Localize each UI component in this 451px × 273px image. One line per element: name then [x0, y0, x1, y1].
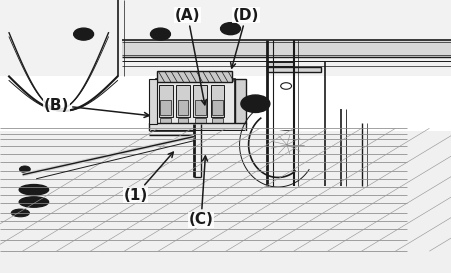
- Bar: [160, 100, 171, 115]
- Bar: [193, 85, 207, 117]
- Circle shape: [19, 166, 30, 173]
- Bar: [266, 62, 293, 66]
- Circle shape: [78, 31, 89, 37]
- Circle shape: [264, 131, 309, 158]
- Bar: [235, 79, 246, 124]
- Ellipse shape: [22, 199, 46, 205]
- Text: (B): (B): [44, 98, 149, 117]
- Bar: [149, 123, 246, 131]
- Bar: [266, 67, 320, 72]
- Bar: [156, 79, 235, 124]
- Bar: [122, 40, 451, 57]
- Bar: [176, 85, 189, 117]
- Ellipse shape: [11, 209, 29, 217]
- Circle shape: [247, 99, 263, 109]
- Bar: [194, 100, 205, 115]
- Circle shape: [220, 23, 240, 35]
- Bar: [151, 130, 244, 134]
- Ellipse shape: [19, 185, 49, 195]
- Bar: [0, 0, 451, 76]
- Text: (C): (C): [188, 156, 213, 227]
- Bar: [157, 71, 231, 82]
- Circle shape: [240, 95, 269, 112]
- Circle shape: [74, 28, 93, 40]
- Bar: [160, 118, 171, 123]
- Bar: [210, 85, 224, 117]
- Bar: [212, 100, 222, 115]
- Ellipse shape: [19, 197, 49, 207]
- Bar: [149, 79, 157, 124]
- Text: (D): (D): [230, 8, 259, 68]
- Bar: [194, 118, 205, 123]
- Bar: [177, 100, 188, 115]
- Bar: [159, 85, 172, 117]
- Circle shape: [150, 28, 170, 40]
- Bar: [212, 118, 222, 123]
- Bar: [0, 131, 451, 273]
- Bar: [177, 118, 188, 123]
- Text: (1): (1): [123, 152, 173, 203]
- Ellipse shape: [22, 186, 46, 193]
- Text: (A): (A): [175, 8, 206, 105]
